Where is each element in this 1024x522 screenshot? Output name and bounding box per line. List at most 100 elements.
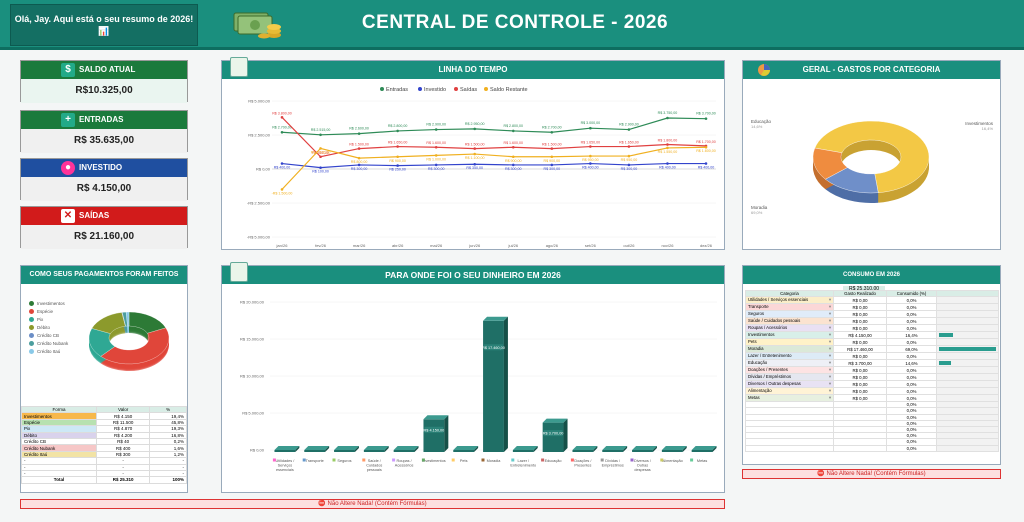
- payments-legend-item: Débito: [29, 324, 68, 332]
- plus-icon: +: [61, 113, 75, 127]
- category-cell[interactable]: Alimentação ▾: [745, 387, 834, 396]
- category-cell[interactable]: Metas ▾: [745, 394, 834, 403]
- chevron-down-icon[interactable]: ▾: [828, 304, 831, 310]
- data-point: [666, 116, 669, 120]
- category-label: Seguros: [748, 311, 765, 317]
- category-icon: [690, 458, 694, 462]
- chevron-down-icon[interactable]: ▾: [828, 339, 831, 345]
- bar-side: [623, 446, 628, 452]
- percent-cell: 69,0%: [886, 345, 937, 354]
- bar-top: [334, 446, 359, 450]
- category-cell[interactable]: Lazer / Entretenimento ▾: [745, 352, 834, 361]
- category-cell[interactable]: Transporte ▾: [745, 303, 834, 312]
- data-point: [280, 116, 284, 119]
- category-label: Diversos / Outras despesas: [748, 381, 801, 387]
- summary-card-3: ✕ SAÍDAS R$ 21.160,00: [20, 206, 188, 249]
- data-point: [280, 130, 284, 134]
- chevron-down-icon[interactable]: ▾: [828, 381, 831, 387]
- chevron-down-icon[interactable]: ▾: [828, 332, 831, 338]
- category-cell[interactable]: Doações / Presentes ▾: [745, 366, 834, 375]
- chevron-down-icon[interactable]: ▾: [828, 374, 831, 380]
- data-label: R$ 350,00: [466, 166, 483, 170]
- chevron-down-icon[interactable]: ▾: [828, 311, 831, 317]
- category-cell[interactable]: Saúde / Cuidados pessoais ▾: [745, 317, 834, 326]
- data-label: R$ 300,00: [621, 167, 638, 171]
- x-category-label: Investimentos: [422, 459, 446, 463]
- category-icon: [302, 458, 306, 462]
- category-label: Pets: [748, 339, 757, 345]
- summary-card-header: ● INVESTIDO: [21, 159, 187, 177]
- payment-value-cell: -: [95, 457, 151, 465]
- legend-label: Investimentos: [37, 301, 65, 306]
- data-point: [511, 129, 515, 133]
- data-label: R$ 800,00: [351, 160, 368, 164]
- table-row: Alimentação ▾ R$ 0,00 0,0%: [745, 387, 999, 396]
- chevron-down-icon[interactable]: ▾: [828, 318, 831, 324]
- spent-cell: R$ 0,00: [832, 296, 888, 305]
- category-header: GERAL - GASTOS POR CATEGORIA: [743, 61, 1000, 79]
- bar-side: [652, 446, 657, 452]
- legend-swatch: [29, 349, 34, 355]
- table-row: Investimentos R$ 4.150 19,4%: [21, 412, 187, 420]
- bar-value-label: R$ 3.700,00: [543, 432, 564, 436]
- data-point: [589, 162, 592, 165]
- category-cell[interactable]: Seguros ▾: [745, 310, 834, 319]
- category-icon: [332, 458, 336, 462]
- table-row: Crédito Itaú R$ 300 1,2%: [21, 450, 187, 459]
- bar-side: [474, 446, 479, 452]
- data-point: [627, 163, 631, 167]
- summary-card-label: INVESTIDO: [79, 163, 123, 172]
- payments-legend-item: Crédito CB: [29, 332, 68, 340]
- y-tick-label: -R$ 2.500,00: [247, 201, 271, 206]
- category-cell[interactable]: Utilidades / Serviços essenciais ▾: [745, 296, 834, 305]
- data-label: -R$ 1.500,00: [272, 191, 293, 195]
- bar-front: [602, 450, 624, 452]
- chevron-down-icon[interactable]: ▾: [828, 297, 831, 303]
- category-cell[interactable]: Investimentos ▾: [745, 331, 834, 340]
- chevron-down-icon[interactable]: ▾: [828, 388, 831, 394]
- spent-cell: R$ 0,00: [832, 366, 888, 375]
- category-cell[interactable]: Pets ▾: [745, 338, 834, 347]
- payments-legend: Investimentos Espécie Pix Débito Crédito CB C…: [29, 300, 68, 356]
- table-row: ---: [21, 469, 187, 478]
- category-cell[interactable]: Diversos / Outras despesas ▾: [745, 380, 834, 389]
- chevron-down-icon[interactable]: ▾: [828, 395, 831, 401]
- category-label: Roupas / Acessórios: [748, 325, 788, 331]
- data-label: R$ 900,00: [544, 159, 561, 163]
- summary-card-value: R$ 35.635,00: [21, 129, 187, 153]
- category-cell[interactable]: Educação ▾: [745, 359, 834, 368]
- payment-value-cell: -: [95, 463, 151, 471]
- chevron-down-icon[interactable]: ▾: [828, 353, 831, 359]
- category-label: Moradia: [748, 346, 764, 352]
- table-row: Débito R$ 4.200 16,8%: [21, 431, 187, 439]
- bar-top: [661, 446, 687, 450]
- category-cell[interactable]: Roupas / Acessórios ▾: [745, 324, 834, 333]
- spent-cell: R$ 0,00: [832, 380, 888, 389]
- spent-cell: R$ 0,00: [832, 394, 888, 403]
- chevron-down-icon[interactable]: ▾: [828, 367, 831, 373]
- bar-front: [661, 450, 683, 452]
- payment-pct-cell: 45,8%: [149, 418, 187, 427]
- category-cell[interactable]: Dívidas / Empréstimos ▾: [745, 373, 834, 382]
- percent-cell: 14,6%: [886, 359, 937, 368]
- chevron-down-icon[interactable]: ▾: [828, 325, 831, 331]
- chevron-down-icon[interactable]: ▾: [828, 346, 831, 352]
- donut-value-label: 69,0%: [751, 210, 763, 215]
- chevron-down-icon[interactable]: ▾: [828, 360, 831, 366]
- table-row: Roupas / Acessórios ▾ R$ 0,00 0,0%: [745, 324, 999, 333]
- data-point: [280, 188, 284, 191]
- data-point: [627, 145, 631, 148]
- category-icon: [600, 458, 604, 462]
- payments-table-header: Forma Valor%: [21, 405, 187, 414]
- data-point: [550, 155, 554, 159]
- legend-label: Espécie: [37, 309, 54, 314]
- series-line-investido: [281, 162, 706, 169]
- category-cell[interactable]: Moradia ▾: [745, 345, 834, 354]
- category-cell[interactable]: [745, 444, 834, 452]
- data-point: [434, 163, 438, 167]
- category-icon: [630, 458, 634, 462]
- percent-cell: 0,0%: [886, 317, 937, 326]
- percent-cell: 0,0%: [886, 373, 937, 382]
- percent-cell: 0,0%: [886, 338, 937, 347]
